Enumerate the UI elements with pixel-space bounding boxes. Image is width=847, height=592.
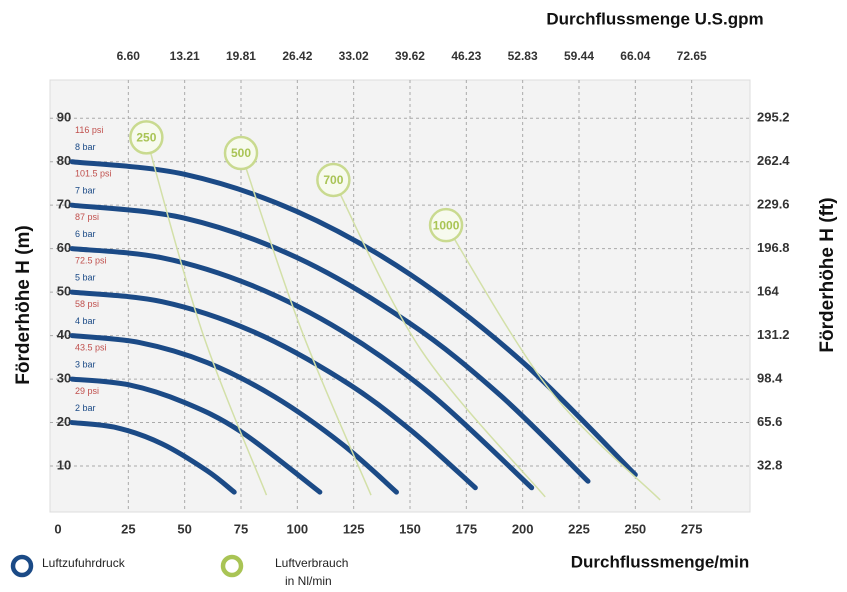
x-tick-label: 50	[177, 521, 191, 536]
y-tick-label: 60	[57, 240, 71, 255]
x2-tick-label: 66.04	[620, 49, 650, 63]
psi-label: 87 psi	[75, 212, 99, 222]
pressure-curve	[69, 420, 237, 495]
y2-tick-label: 32.8	[757, 457, 782, 472]
air-consumption-curve	[240, 152, 372, 496]
x2-tick-label: 52.83	[508, 49, 538, 63]
bar-label: 3 bar	[75, 359, 96, 369]
legend-label: in Nl/min	[285, 574, 332, 588]
air-consumption-badge	[428, 207, 464, 243]
x2-tick-label: 39.62	[395, 49, 425, 63]
air-consumption-label: 250	[136, 131, 156, 145]
y-tick-label: 80	[57, 153, 71, 168]
x-tick-label: 100	[286, 521, 308, 536]
psi-label: 58 psi	[75, 299, 99, 309]
psi-label: 101.5 psi	[75, 169, 112, 179]
y2-tick-label: 98.4	[757, 371, 783, 386]
y2-tick-label: 295.2	[757, 110, 790, 125]
air-consumption-label: 700	[323, 173, 343, 187]
air-consumption-curve	[445, 224, 661, 501]
bar-label: 2 bar	[75, 403, 96, 413]
y2-tick-label: 196.8	[757, 240, 790, 255]
x2-tick-label: 72.65	[677, 49, 707, 63]
air-consumption-curve	[145, 137, 268, 496]
y2-tick-label: 164	[757, 284, 779, 299]
bar-label: 7 bar	[75, 186, 96, 196]
plot-area	[49, 79, 751, 513]
x2-tick-label: 33.02	[339, 49, 369, 63]
y-tick-label: 10	[57, 457, 71, 472]
bar-label: 6 bar	[75, 229, 96, 239]
y-tick-label: 90	[57, 110, 71, 125]
bar-label: 4 bar	[75, 316, 96, 326]
y-axis-title: Förderhöhe H (m)	[13, 225, 34, 384]
y-tick-label: 30	[57, 371, 71, 386]
y2-tick-label: 131.2	[757, 327, 790, 342]
pressure-curve	[69, 289, 478, 491]
y-tick-label: 70	[57, 197, 71, 212]
psi-label: 29 psi	[75, 386, 99, 396]
pressure-curve	[69, 246, 535, 491]
air-consumption-label: 1000	[433, 218, 460, 232]
legend-label: Luftzufuhrdruck	[42, 556, 126, 570]
x2-tick-label: 13.21	[170, 49, 200, 63]
x2-tick-label: 6.60	[117, 49, 141, 63]
legend-label: Luftverbrauch	[275, 556, 348, 570]
pressure-curve	[69, 376, 323, 495]
bar-label: 5 bar	[75, 273, 96, 283]
x2-axis-title: Durchflussmenge U.S.gpm	[546, 9, 763, 28]
y2-axis-title: Förderhöhe H (ft)	[817, 197, 838, 352]
x-tick-label: 175	[455, 521, 477, 536]
psi-label: 43.5 psi	[75, 342, 107, 352]
air-consumption-curve	[332, 179, 546, 498]
x-tick-label: 200	[512, 521, 534, 536]
air-consumption-badge	[129, 120, 164, 155]
x-tick-label: 275	[681, 521, 703, 536]
x-tick-label: 250	[624, 521, 646, 536]
pressure-curve	[69, 202, 591, 484]
x-tick-label: 225	[568, 521, 590, 536]
x-tick-label: 25	[121, 521, 135, 536]
x-tick-label: 75	[234, 521, 248, 536]
x2-tick-label: 59.44	[564, 49, 594, 63]
legend-swatch	[220, 554, 244, 578]
air-consumption-badge	[316, 162, 351, 198]
y2-tick-label: 262.4	[757, 153, 790, 168]
x2-tick-label: 19.81	[226, 49, 256, 63]
pressure-curve	[69, 333, 399, 495]
y2-tick-label: 65.6	[757, 414, 782, 429]
y-tick-label: 20	[57, 414, 71, 429]
y-tick-label: 50	[57, 284, 71, 299]
psi-label: 116 psi	[75, 125, 103, 135]
y-tick-label: 40	[57, 327, 71, 342]
x-tick-label: 150	[399, 521, 421, 536]
x-tick-label: 0	[54, 521, 61, 536]
legend-swatch	[10, 554, 34, 578]
air-consumption-badge	[223, 135, 259, 171]
x2-tick-label: 46.23	[451, 49, 481, 63]
x-axis-title: Durchflussmenge/min	[571, 552, 750, 571]
air-consumption-label: 500	[231, 146, 251, 160]
x-tick-label: 125	[343, 521, 365, 536]
x2-tick-label: 26.42	[282, 49, 312, 63]
psi-label: 72.5 psi	[75, 256, 107, 266]
bar-label: 8 bar	[75, 142, 96, 152]
y2-tick-label: 229.6	[757, 197, 790, 212]
